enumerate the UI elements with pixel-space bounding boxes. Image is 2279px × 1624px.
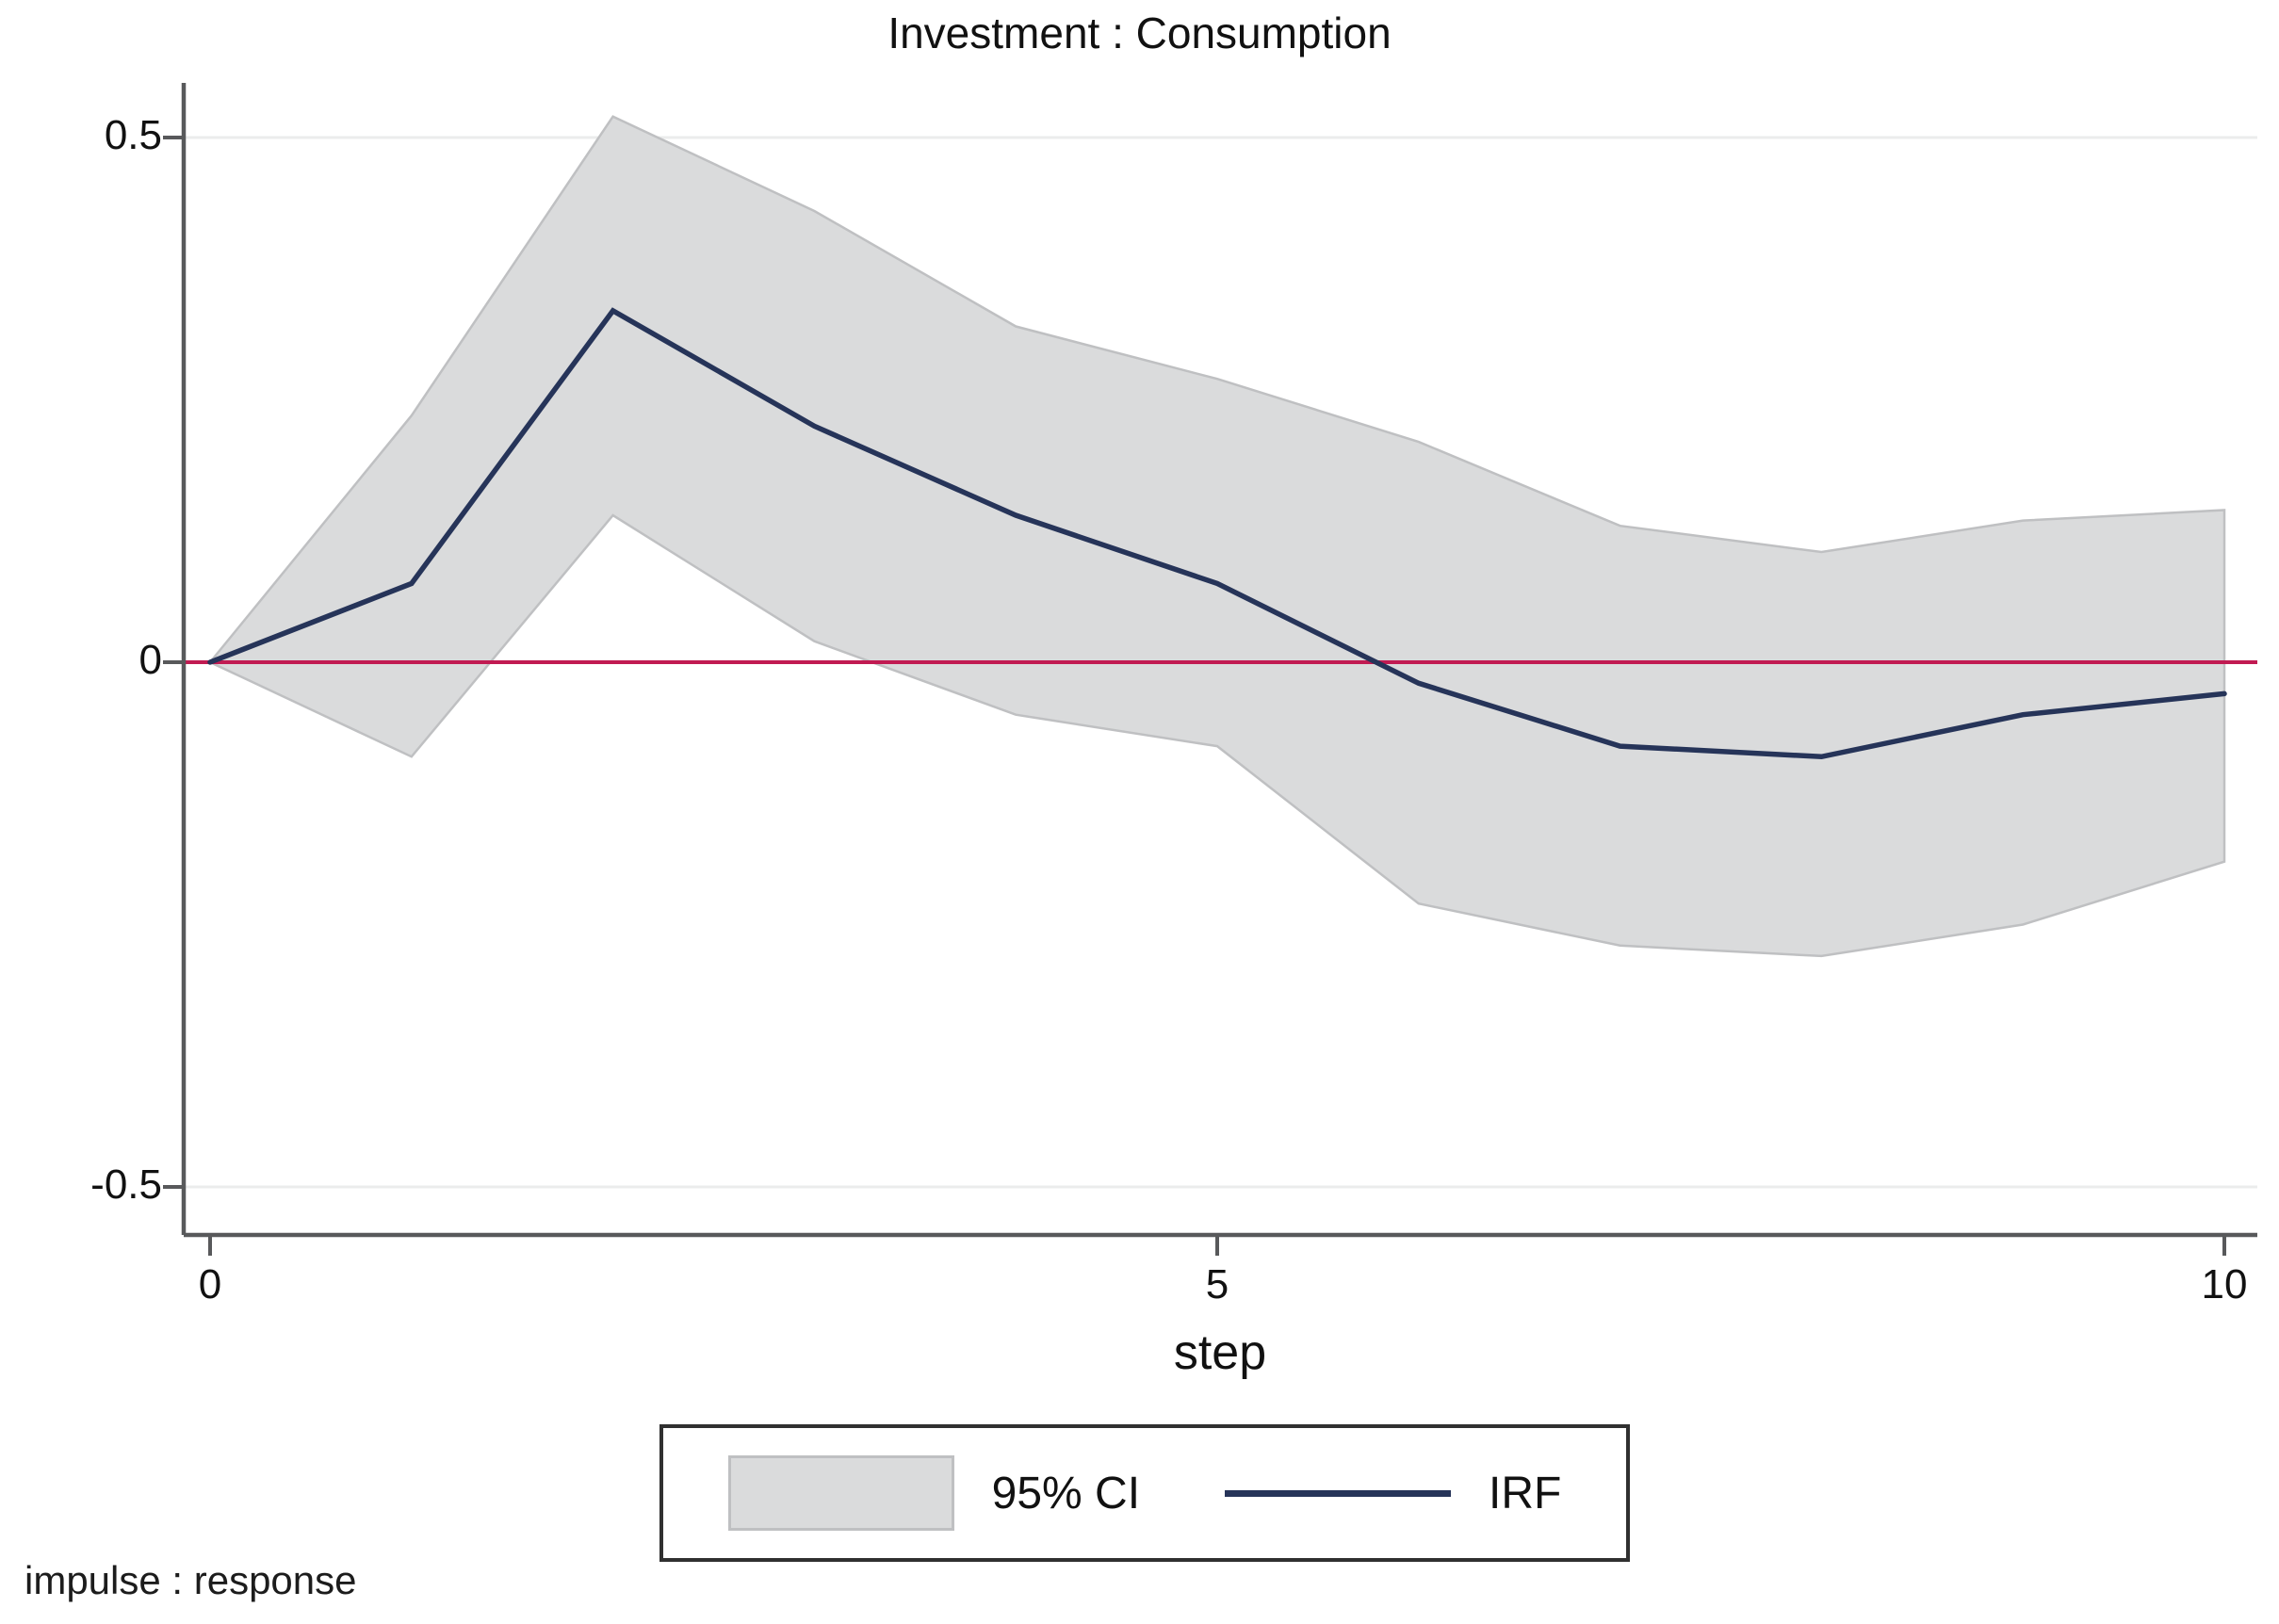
legend-ci-label: 95% CI — [991, 1468, 1141, 1518]
y-tick-label-neg05: -0.5 — [90, 1161, 162, 1208]
legend: 95% CI IRF — [659, 1424, 1630, 1562]
axis-tick-marks — [163, 136, 2226, 1256]
y-tick-label-0: 0 — [138, 637, 162, 683]
gridlines — [184, 136, 2257, 1189]
legend-irf-label: IRF — [1489, 1468, 1562, 1518]
x-tick-label-5: 5 — [1205, 1261, 1229, 1307]
legend-irf-line-sample — [1225, 1489, 1452, 1497]
irf-line — [207, 307, 2227, 760]
confidence-band — [208, 115, 2226, 958]
impulse-response-note: impulse : response — [24, 1558, 357, 1602]
x-tick-label-10: 10 — [2201, 1261, 2248, 1307]
chart-title: Investment : Consumption — [887, 8, 1392, 57]
y-tick-label-05: 0.5 — [104, 112, 162, 158]
legend-ci-swatch — [727, 1455, 954, 1531]
x-axis-title: step — [1173, 1325, 1267, 1380]
x-tick-label-0: 0 — [198, 1261, 222, 1307]
